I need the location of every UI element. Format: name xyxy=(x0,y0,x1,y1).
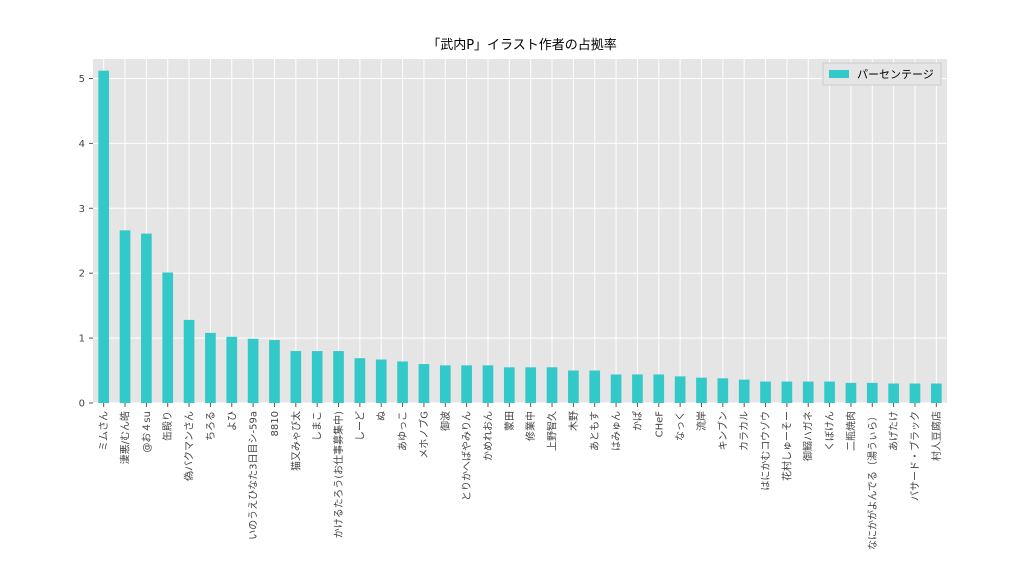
bar xyxy=(632,374,643,403)
x-tick-label: 偽バクマンさん xyxy=(183,411,196,481)
x-tick-label: くぼけん xyxy=(824,411,836,451)
x-tick-label: あともす xyxy=(589,411,601,451)
legend-box xyxy=(822,62,942,86)
bar xyxy=(930,383,942,403)
x-tick-label: ぬ xyxy=(376,411,388,421)
bar xyxy=(119,230,131,403)
bar xyxy=(674,376,686,403)
x-tick-label: 御波 xyxy=(439,411,452,431)
x-tick-label: 流岸 xyxy=(695,411,708,431)
x-tick-label: 修業中 xyxy=(524,411,537,441)
x-tick-label: かぱ xyxy=(632,411,644,431)
bar xyxy=(98,70,110,404)
x-tick-label: なにかがよんでる（湯うぃら） xyxy=(866,411,879,550)
bar xyxy=(141,233,152,403)
x-tick-label: ミムさん xyxy=(98,411,110,451)
bar xyxy=(781,381,793,403)
bar xyxy=(568,370,579,403)
bar xyxy=(888,383,899,403)
x-tick-label: しーど xyxy=(354,411,366,441)
x-tick-label: なっく xyxy=(675,411,687,441)
y-tick-label: 5 xyxy=(79,74,85,85)
bar xyxy=(845,382,857,403)
bar xyxy=(866,382,878,403)
bar xyxy=(824,381,835,403)
chart-title: 「武内P」イラスト作者の占拠率 xyxy=(427,37,617,53)
bar xyxy=(247,338,259,403)
x-tick-label: 上野智久 xyxy=(546,411,559,451)
legend: パーセンテージ xyxy=(822,62,942,86)
bar xyxy=(696,377,707,403)
bars xyxy=(98,70,942,404)
bar xyxy=(439,365,451,403)
bar xyxy=(418,364,430,403)
x-tick-label: 村人豆腐店 xyxy=(930,411,943,461)
bar xyxy=(333,351,344,403)
y-tick-label: 3 xyxy=(79,204,85,215)
x-tick-label: かめれおん xyxy=(482,411,494,461)
bar xyxy=(546,367,558,403)
bar xyxy=(909,383,921,403)
y-axis: 0 1 2 3 4 5 xyxy=(79,74,93,410)
bar xyxy=(461,365,472,403)
x-tick-label: カラカル xyxy=(739,411,751,451)
bar xyxy=(589,370,601,403)
x-tick-label: とりかへばやみりん xyxy=(461,411,473,501)
x-tick-label: かけるたろう(お仕事募集中) xyxy=(332,411,345,538)
x-tick-label: 御鰯ハガネ xyxy=(802,411,815,461)
x-tick-label: 二瓶焼肉 xyxy=(844,411,857,451)
x-tick-label: しまこ xyxy=(312,411,324,441)
bar xyxy=(653,374,665,403)
y-tick-label: 4 xyxy=(79,139,85,150)
bar xyxy=(205,332,216,403)
bar xyxy=(717,378,729,403)
x-tick-label: いのうえひなた3日目シ-59a xyxy=(248,411,260,540)
bar xyxy=(482,365,494,403)
bar xyxy=(226,336,238,403)
x-tick-label: 猫又みゃび太 xyxy=(289,411,302,471)
y-tick-label: 1 xyxy=(79,334,85,345)
bar xyxy=(738,379,750,403)
x-tick-label: ちろる xyxy=(205,411,217,441)
bar xyxy=(525,367,537,403)
x-tick-label: はにかむコウゾウ xyxy=(760,411,772,491)
x-tick-label: CHeF xyxy=(654,411,665,438)
x-tick-label: 8810 xyxy=(270,411,281,436)
legend-label: パーセンテージ xyxy=(857,68,934,81)
x-tick-label: 花村しゅーそー xyxy=(780,411,793,481)
bar xyxy=(503,367,515,403)
x-tick-label: キンブン xyxy=(716,411,729,450)
legend-swatch xyxy=(829,70,849,78)
bar xyxy=(162,272,174,403)
x-tick-label: 淒悪/むん皓 xyxy=(119,411,132,464)
x-tick-label: バサード・ブラック xyxy=(908,411,921,501)
x-tick-label: あげたけ xyxy=(888,411,900,451)
bar xyxy=(269,340,280,403)
x-axis: ミムさん 淒悪/むん皓 @お４su 缶殿り 偽バクマンさん ちろる よひ いのうえひなた3日目… xyxy=(98,403,943,550)
bar xyxy=(610,374,622,403)
bar xyxy=(183,319,195,403)
x-tick-label: あゆっこ xyxy=(397,411,409,451)
x-tick-label: メホノブG xyxy=(417,411,430,459)
x-tick-label: 缶殿り xyxy=(161,411,174,441)
bar xyxy=(397,361,408,403)
plot-area xyxy=(93,59,947,403)
bar xyxy=(354,358,366,403)
x-tick-label: @お４su xyxy=(141,411,153,453)
x-tick-label: 蒙田 xyxy=(503,411,516,431)
bar xyxy=(290,351,302,403)
x-tick-label: よひ xyxy=(226,411,238,431)
x-tick-label: 木野 xyxy=(568,411,580,431)
bar xyxy=(802,381,814,403)
bar xyxy=(760,381,771,403)
y-tick-label: 2 xyxy=(79,269,85,280)
y-tick-label: 0 xyxy=(79,399,85,410)
bar xyxy=(375,359,387,403)
x-tick-label: はみゅん xyxy=(611,411,623,451)
bar xyxy=(311,351,323,403)
